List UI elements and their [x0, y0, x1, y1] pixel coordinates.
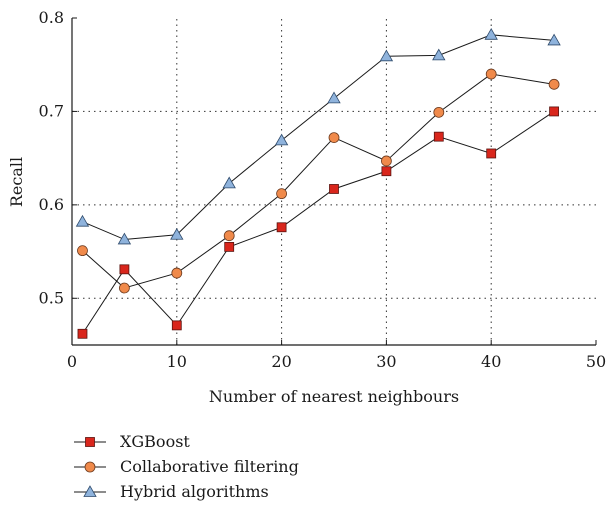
data-point-hybrid-algorithms	[327, 91, 341, 104]
data-point-xgboost	[224, 241, 235, 252]
data-point-collaborative-filtering	[276, 188, 288, 200]
data-point-hybrid-algorithms	[379, 49, 394, 62]
legend-marker-collaborative-filtering	[84, 461, 96, 473]
legend-marker-hybrid-algorithms	[83, 485, 97, 497]
series-line-hybrid-algorithms	[82, 34, 555, 240]
series-lines	[82, 34, 555, 335]
series-line-collaborative-filtering	[82, 73, 555, 289]
legend-label-xgboost: XGBoost	[120, 432, 190, 451]
y-axis-label: Recall	[7, 157, 26, 207]
data-point-xgboost	[433, 131, 444, 142]
legend: XGBoost Collaborative filtering Hybrid alg…	[74, 432, 299, 501]
data-point-collaborative-filtering	[485, 68, 497, 80]
tick-marks: 0 10 20 30 40 50 0.5 0.6 0.7 0.8	[39, 8, 606, 371]
x-axis-label: Number of nearest neighbours	[209, 387, 459, 406]
data-point-collaborative-filtering	[119, 282, 130, 294]
x-tick-label: 30	[376, 352, 396, 371]
x-tick-label: 40	[481, 352, 501, 371]
data-point-hybrid-algorithms	[432, 48, 446, 61]
data-point-hybrid-algorithms	[170, 227, 184, 240]
x-tick-label: 10	[167, 352, 187, 371]
data-point-xgboost	[381, 166, 392, 177]
axes	[71, 18, 596, 346]
data-point-xgboost	[486, 148, 497, 159]
data-point-hybrid-algorithms	[484, 28, 498, 40]
y-tick-label: 0.6	[39, 195, 64, 214]
data-point-xgboost	[329, 184, 339, 194]
data-point-collaborative-filtering	[548, 78, 560, 90]
data-point-hybrid-algorithms	[117, 232, 132, 245]
data-point-xgboost	[119, 264, 130, 275]
data-point-collaborative-filtering	[433, 106, 445, 118]
legend-label-collaborative-filtering: Collaborative filtering	[120, 457, 299, 476]
series-line-xgboost	[82, 111, 555, 335]
legend-marker-xgboost	[85, 437, 95, 447]
data-point-collaborative-filtering	[380, 155, 392, 167]
x-tick-label: 50	[586, 352, 606, 371]
legend-label-hybrid-algorithms: Hybrid algorithms	[120, 482, 269, 501]
x-tick-label: 20	[271, 352, 291, 371]
data-point-xgboost	[276, 222, 287, 233]
y-tick-label: 0.5	[39, 288, 64, 307]
data-point-collaborative-filtering	[77, 245, 88, 257]
data-markers	[75, 28, 561, 339]
data-point-hybrid-algorithms	[274, 133, 289, 146]
y-tick-label: 0.8	[39, 8, 64, 27]
data-point-xgboost	[171, 320, 182, 331]
data-point-hybrid-algorithms	[75, 214, 90, 227]
data-point-collaborative-filtering	[328, 132, 340, 143]
data-point-collaborative-filtering	[223, 230, 235, 242]
data-point-collaborative-filtering	[171, 267, 183, 279]
x-tick-label: 0	[67, 352, 77, 371]
grid-lines	[72, 18, 596, 345]
data-point-xgboost	[549, 106, 559, 117]
data-point-hybrid-algorithms	[547, 33, 561, 46]
y-tick-label: 0.7	[39, 101, 64, 120]
data-point-hybrid-algorithms	[222, 176, 236, 189]
data-point-xgboost	[77, 328, 88, 339]
